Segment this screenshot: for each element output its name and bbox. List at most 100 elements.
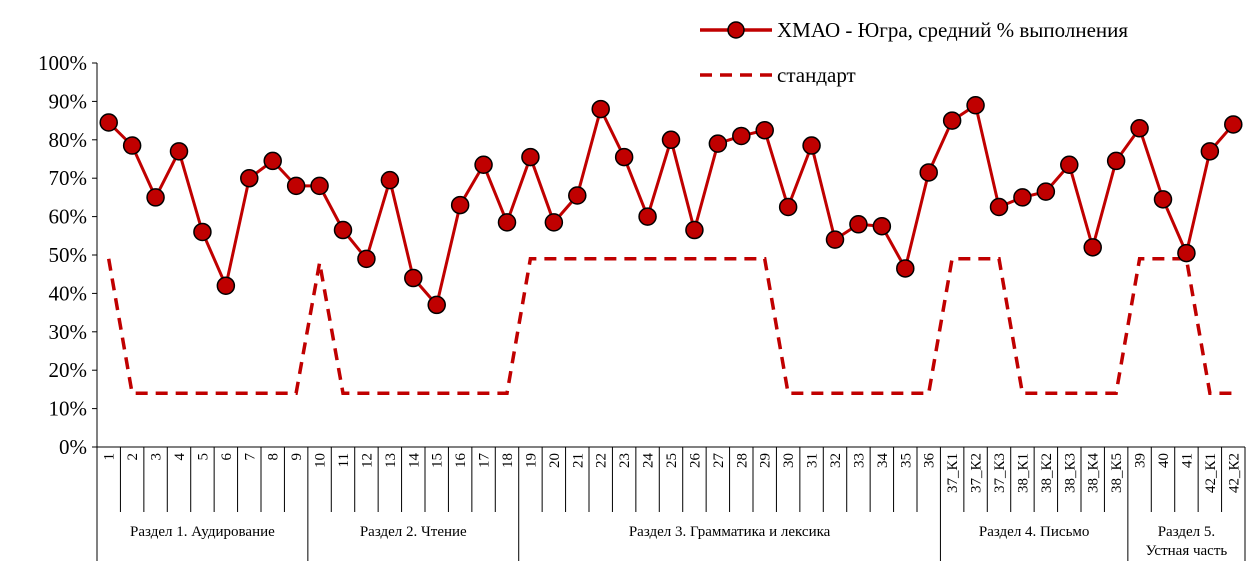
data-point [521,147,540,167]
x-tick-label: 39 [1133,453,1149,468]
data-point [1106,151,1126,171]
section-label: Раздел 5. Устная часть [1146,524,1228,559]
data-point [216,276,236,295]
data-point [919,163,938,182]
x-tick-label: 10 [313,453,329,468]
data-point [638,207,657,226]
data-point [240,168,259,188]
data-point [333,220,353,240]
data-point [427,295,446,315]
data-point [1177,243,1196,263]
data-point [286,176,306,196]
x-tick-label: 32 [828,453,844,468]
x-tick-label: 18 [500,453,516,468]
data-point [778,197,798,217]
x-tick-label: 4 [172,453,188,461]
legend-label-standard: стандарт [777,63,856,87]
x-tick-label: 38_К5 [1109,453,1125,493]
data-point [1036,182,1056,201]
standard-series [106,257,1234,395]
data-point [544,213,564,232]
x-tick-label: 26 [687,453,703,469]
data-point [1224,115,1243,134]
legend-label-series: ХМАО - Югра, средний % выполнения [777,18,1128,42]
x-tick-label: 7 [242,453,258,461]
x-tick-label: 27 [711,453,727,469]
data-point [1060,155,1079,175]
data-point [661,130,681,150]
x-tick-label: 19 [523,453,539,468]
x-tick-label: 12 [359,453,375,468]
data-point [146,188,165,207]
y-tick-label: 0% [59,435,87,459]
y-tick-label: 20% [49,358,88,382]
data-point [450,195,470,215]
x-tick-label: 42_К1 [1203,453,1219,493]
data-point [474,155,493,175]
x-tick-label: 8 [266,453,282,461]
data-point [193,222,212,242]
section-label: Раздел 1. Аудирование [130,524,275,540]
data-point [708,134,728,153]
x-tick-label: 37_К1 [945,453,961,493]
standard-series-line [106,257,1234,395]
data-point [497,213,517,232]
x-tick-label: 38_К3 [1062,453,1078,493]
x-axis: 1 2 3 4 5 6 7 8 9 10 11 12 13 14 15 16 17 18 19 20 21 22 23 24 2… [96,446,1246,512]
x-tick-label: 28 [734,453,750,468]
data-point [591,99,610,119]
legend: ХМАО - Югра, средний % выполнения станда… [700,18,1128,87]
x-tick-label: 2 [125,453,141,461]
y-tick-label: 100% [38,51,87,75]
data-point [942,111,962,130]
x-tick-label: 16 [453,453,469,469]
x-tick-label: 41 [1179,453,1195,468]
main-series [99,95,1243,315]
x-tick-label: 15 [430,453,446,468]
x-tick-label: 17 [477,453,493,469]
data-point [99,113,118,132]
data-point [568,186,587,205]
data-point [1083,238,1102,257]
data-point [122,136,142,155]
x-tick-label: 6 [219,453,235,461]
x-tick-label: 14 [406,453,422,469]
x-tick-label: 37_К3 [992,453,1008,493]
x-tick-label: 1 [102,453,118,461]
legend-series-marker [727,21,745,39]
data-point [896,259,915,278]
data-point [732,126,751,146]
y-axis: 0% 10% 20% 30% 40% 50% 60% 70% 80% 90% 100% [38,51,98,459]
data-point [1013,188,1032,207]
data-point [802,136,821,155]
y-tick-label: 60% [49,205,88,229]
x-tick-label: 38_К4 [1086,453,1102,494]
section-label: Раздел 4. Письмо [979,524,1090,540]
x-tick-label: 3 [149,453,165,461]
data-point [1130,119,1149,138]
data-point [685,220,704,240]
data-point [989,197,1009,217]
data-point [169,142,189,161]
x-tick-label: 33 [851,453,867,468]
x-tick-label: 36 [922,453,938,469]
x-tick-label: 5 [195,453,211,461]
y-tick-label: 40% [49,281,88,305]
x-tick-label: 42_К2 [1226,453,1242,493]
y-tick-label: 90% [49,89,88,113]
x-tick-label: 37_К2 [969,453,985,493]
data-point [755,120,774,140]
x-tick-label: 13 [383,453,399,468]
x-tick-label: 34 [875,453,891,469]
x-tick-label: 21 [570,453,586,468]
y-tick-label: 80% [49,128,88,152]
data-point [263,151,282,171]
x-tick-label: 23 [617,453,633,468]
x-tick-label: 20 [547,453,563,468]
x-tick-label: 22 [594,453,610,468]
x-tick-label: 25 [664,453,680,468]
section-label: Раздел 2. Чтение [360,524,467,540]
data-point [825,230,845,249]
x-tick-label: 24 [641,453,657,469]
